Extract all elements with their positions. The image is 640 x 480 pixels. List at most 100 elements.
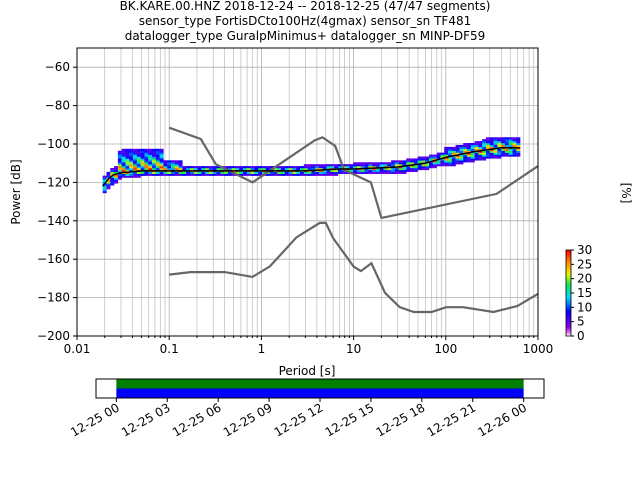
histogram-cell — [227, 173, 232, 176]
histogram-cell — [504, 137, 509, 140]
plot-background — [77, 48, 538, 336]
timeline-tick-label: 12-25 03 — [119, 400, 173, 439]
colorbar-segment — [566, 297, 571, 299]
histogram-cell — [235, 166, 240, 169]
histogram-cell — [197, 173, 202, 176]
colorbar-segment — [566, 295, 571, 297]
histogram-cell — [273, 171, 278, 174]
histogram-cell — [516, 154, 521, 157]
histogram-cell — [326, 166, 331, 169]
histogram-cell — [284, 173, 289, 176]
histogram-cell — [349, 166, 354, 169]
histogram-cell — [402, 164, 407, 167]
histogram-cell — [159, 160, 164, 163]
histogram-cell — [114, 166, 119, 169]
colorbar-segment — [566, 253, 571, 255]
colorbar-segment — [566, 319, 571, 321]
histogram-cell — [155, 160, 160, 163]
histogram-cell — [353, 162, 358, 165]
histogram-cell — [102, 187, 107, 190]
histogram-cell — [470, 146, 475, 149]
histogram-cell — [163, 173, 168, 176]
histogram-cell — [114, 181, 119, 184]
histogram-cell — [440, 158, 445, 161]
histogram-cell — [102, 185, 107, 188]
colorbar-segment — [566, 329, 571, 331]
histogram-cell — [394, 168, 399, 171]
colorbar-segment — [566, 282, 571, 284]
histogram-cell — [159, 154, 164, 157]
histogram-cell — [353, 164, 358, 167]
histogram-cell — [277, 171, 282, 174]
chart-title-line-1: BK.KARE.00.HNZ 2018-12-24 -- 2018-12-25 … — [120, 0, 491, 13]
histogram-cell — [489, 144, 494, 148]
histogram-cell — [106, 175, 111, 178]
histogram-cell — [402, 169, 407, 173]
histogram-cell — [186, 168, 191, 171]
y-axis-ticks: −60 −80 −100 −120 −140 −160 −180 −200 — [37, 60, 77, 343]
histogram-cell — [246, 171, 251, 174]
colorbar-tick-label: 10 — [577, 300, 592, 314]
y-axis-label: Power [dB] — [9, 159, 23, 224]
histogram-cell — [429, 154, 434, 157]
histogram-cell — [129, 160, 134, 163]
histogram-cell — [375, 164, 380, 167]
histogram-cell — [129, 166, 134, 169]
histogram-cell — [459, 146, 464, 149]
histogram-cell — [444, 152, 449, 155]
histogram-cell — [516, 152, 521, 155]
histogram-cell — [337, 164, 342, 167]
colorbar-segment — [566, 286, 571, 288]
histogram-cell — [440, 154, 445, 157]
histogram-cell — [417, 168, 422, 171]
histogram-cell — [485, 137, 490, 140]
histogram-cell — [110, 169, 115, 173]
histogram-cell — [421, 164, 426, 167]
histogram-cell — [349, 164, 354, 167]
colorbar-segment — [566, 263, 571, 265]
colorbar-segment — [566, 276, 571, 278]
histogram-cell — [429, 158, 434, 161]
colorbar-segment — [566, 305, 571, 307]
histogram-cell — [508, 150, 513, 153]
histogram-cell — [493, 154, 498, 157]
histogram-cell — [117, 166, 122, 169]
histogram-cell — [133, 158, 138, 161]
histogram-cell — [144, 160, 149, 163]
histogram-cell — [455, 158, 460, 161]
histogram-cell — [391, 164, 396, 167]
histogram-cell — [125, 154, 130, 157]
histogram-cell — [368, 166, 373, 169]
histogram-cell — [394, 162, 399, 165]
histogram-cell — [246, 168, 251, 171]
histogram-cell — [448, 164, 453, 167]
histogram-cell — [482, 146, 487, 149]
histogram-cell — [243, 168, 248, 171]
histogram-cell — [341, 169, 346, 173]
histogram-cell — [368, 168, 373, 171]
histogram-cell — [501, 154, 506, 157]
x-tick-label: 10 — [346, 342, 361, 356]
histogram-cell — [478, 144, 483, 148]
histogram-cell — [364, 171, 369, 174]
histogram-cell — [478, 150, 483, 153]
colorbar-segment — [566, 269, 571, 271]
histogram-cell — [216, 166, 221, 169]
histogram-cell — [364, 166, 369, 169]
colorbar-segment — [566, 300, 571, 302]
histogram-cell — [368, 171, 373, 174]
histogram-cell — [421, 168, 426, 171]
histogram-cell — [171, 160, 176, 163]
histogram-cell — [455, 160, 460, 163]
histogram-cell — [227, 171, 232, 174]
colorbar-segment — [566, 309, 571, 311]
histogram-cell — [379, 169, 384, 173]
histogram-cell — [330, 173, 335, 176]
histogram-cell — [512, 150, 517, 153]
histogram-cell — [197, 171, 202, 174]
histogram-cell — [284, 168, 289, 171]
histogram-cell — [451, 160, 456, 163]
histogram-cell — [448, 158, 453, 161]
colorbar-segment — [566, 317, 571, 319]
colorbar-segment — [566, 264, 571, 266]
